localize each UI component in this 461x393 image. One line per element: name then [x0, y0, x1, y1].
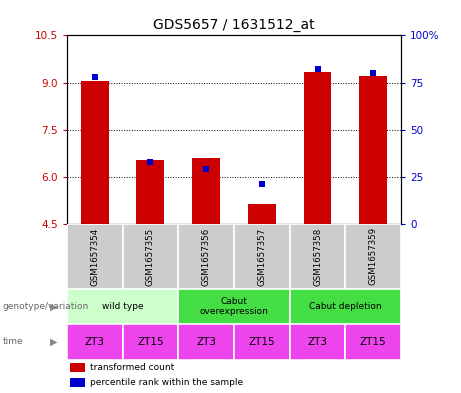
Bar: [136, 160, 164, 224]
Text: ZT3: ZT3: [85, 337, 105, 347]
Text: GSM1657354: GSM1657354: [90, 227, 99, 286]
Text: ZT15: ZT15: [360, 337, 386, 347]
Bar: [178, 324, 234, 360]
Bar: [67, 224, 123, 289]
Bar: [234, 224, 290, 289]
Bar: [70, 378, 85, 387]
Text: time: time: [2, 338, 23, 346]
Bar: [359, 76, 387, 224]
Bar: [192, 158, 220, 224]
Bar: [67, 324, 123, 360]
Text: Cabut
overexpression: Cabut overexpression: [200, 297, 268, 316]
Text: genotype/variation: genotype/variation: [2, 302, 89, 311]
Text: Cabut depletion: Cabut depletion: [309, 302, 382, 311]
Bar: [178, 224, 234, 289]
Bar: [234, 324, 290, 360]
Text: GSM1657359: GSM1657359: [369, 228, 378, 285]
Bar: [178, 289, 290, 324]
Bar: [290, 289, 401, 324]
Text: GSM1657358: GSM1657358: [313, 227, 322, 286]
Text: ZT3: ZT3: [307, 337, 327, 347]
Text: transformed count: transformed count: [90, 364, 175, 372]
Text: ▶: ▶: [50, 301, 58, 312]
Bar: [304, 72, 331, 224]
Bar: [290, 224, 345, 289]
Text: ZT3: ZT3: [196, 337, 216, 347]
Text: GSM1657356: GSM1657356: [201, 227, 211, 286]
Bar: [345, 224, 401, 289]
Bar: [248, 204, 276, 224]
Bar: [123, 324, 178, 360]
Text: ▶: ▶: [50, 337, 58, 347]
Bar: [123, 224, 178, 289]
Text: percentile rank within the sample: percentile rank within the sample: [90, 378, 243, 387]
Bar: [67, 289, 178, 324]
Text: GSM1657355: GSM1657355: [146, 227, 155, 286]
Bar: [290, 324, 345, 360]
Text: wild type: wild type: [102, 302, 143, 311]
Title: GDS5657 / 1631512_at: GDS5657 / 1631512_at: [153, 18, 315, 31]
Text: GSM1657357: GSM1657357: [257, 227, 266, 286]
Bar: [70, 363, 85, 372]
Text: ZT15: ZT15: [248, 337, 275, 347]
Bar: [81, 81, 109, 224]
Bar: [345, 324, 401, 360]
Text: ZT15: ZT15: [137, 337, 164, 347]
